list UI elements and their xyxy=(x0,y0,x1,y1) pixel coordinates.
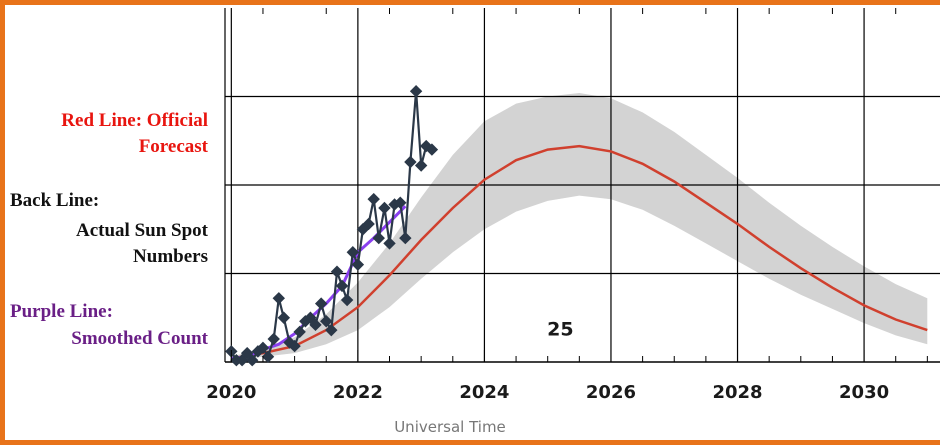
actual-point xyxy=(235,354,249,367)
legend-red-subtitle: Forecast xyxy=(138,136,208,157)
legend-red-title: Red Line: Official xyxy=(61,110,208,131)
x-tick-label-2020: 2020 xyxy=(206,382,256,403)
actual-point xyxy=(351,258,365,271)
legend: Red Line: Official Forecast Back Line: A… xyxy=(10,0,208,445)
actual-point xyxy=(335,279,349,293)
x-axis-title: Universal Time xyxy=(394,418,506,436)
actual-point xyxy=(283,336,296,349)
legend-purple-subtitle: Smoothed Count xyxy=(71,328,208,349)
actual-point xyxy=(246,354,259,367)
x-tick-label-2030: 2030 xyxy=(839,382,889,403)
forecast-band xyxy=(231,93,928,361)
actual-point xyxy=(414,159,428,172)
actual-point xyxy=(394,196,407,209)
actual-point xyxy=(346,246,360,259)
x-tick-label-2028: 2028 xyxy=(712,382,762,403)
actual-point xyxy=(288,339,301,353)
actual-point xyxy=(272,292,285,305)
actual-point xyxy=(378,201,391,215)
actual-point xyxy=(293,325,306,339)
legend-black-subtitle: Actual Sun Spot xyxy=(76,220,208,241)
actual-point xyxy=(330,265,344,278)
actual-point xyxy=(367,192,380,206)
legend-black-title: Back Line: xyxy=(10,190,100,211)
actual-point xyxy=(399,231,412,245)
actual-point xyxy=(425,143,439,156)
actual-point xyxy=(304,311,317,324)
actual-point xyxy=(261,350,275,363)
actual-point xyxy=(362,217,375,231)
actual-point xyxy=(383,237,396,250)
actual-point xyxy=(267,332,280,346)
cycle-25-label: 25 xyxy=(547,318,573,340)
actual-point xyxy=(325,323,338,337)
x-tick-label-2022: 2022 xyxy=(333,382,383,403)
actual-point xyxy=(320,315,333,328)
legend-black-subtitle-2: Numbers xyxy=(133,246,208,267)
legend-purple-title: Purple Line: xyxy=(10,301,113,322)
x-tick-label-2024: 2024 xyxy=(459,382,509,403)
actual-point xyxy=(309,318,322,332)
actual-point xyxy=(314,297,328,310)
forecast-line xyxy=(231,144,928,360)
actual-point xyxy=(277,311,291,324)
actual-point xyxy=(409,84,423,98)
x-tick-label-2026: 2026 xyxy=(586,382,636,403)
actual-point xyxy=(256,341,270,355)
actual-point xyxy=(404,155,417,169)
actual-point xyxy=(240,346,254,360)
actual-point xyxy=(372,231,385,245)
actual-point xyxy=(340,293,354,307)
